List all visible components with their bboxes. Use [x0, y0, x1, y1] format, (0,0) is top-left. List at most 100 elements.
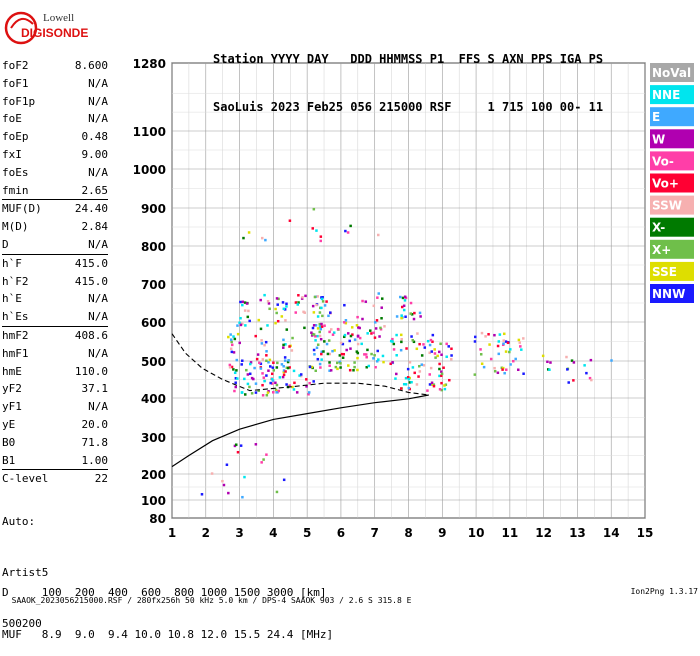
echo-point	[312, 311, 316, 314]
legend-label: NNW	[652, 287, 685, 301]
echo-point	[280, 363, 284, 366]
echo-point	[285, 366, 289, 370]
echo-point	[227, 335, 230, 339]
legend-swatch	[650, 173, 694, 193]
legend-swatch	[650, 129, 694, 149]
param-value: N/A	[88, 76, 108, 90]
x-tick-label: 14	[603, 526, 620, 540]
echo-point	[566, 368, 569, 371]
echo-point	[323, 304, 327, 307]
echo-point	[320, 350, 323, 354]
echo-point	[248, 372, 252, 376]
echo-point	[376, 296, 379, 299]
echo-point	[420, 363, 424, 366]
echo-point	[319, 239, 322, 243]
echo-point	[293, 381, 296, 385]
echo-point	[267, 360, 270, 364]
echo-point	[244, 324, 247, 327]
echo-point	[367, 364, 371, 368]
param-row: foF2 8.600	[2, 57, 108, 75]
param-value: N/A	[88, 94, 108, 108]
param-value: 22	[94, 472, 108, 486]
param-row: fmin 2.65	[2, 182, 108, 201]
echo-point	[360, 342, 363, 346]
echo-point	[548, 368, 551, 372]
echo-point	[287, 359, 290, 362]
param-value: N/A	[88, 237, 108, 251]
echo-point	[275, 490, 279, 494]
echo-point	[583, 364, 586, 367]
grid-lines	[171, 62, 646, 519]
echo-point	[352, 369, 355, 372]
echo-point	[255, 357, 259, 361]
echo-point	[329, 369, 333, 372]
echo-point	[404, 315, 407, 318]
echo-point	[239, 323, 243, 327]
echo-point	[276, 319, 280, 323]
echo-point	[282, 307, 286, 311]
echo-point	[399, 387, 403, 390]
legend-swatch	[650, 63, 694, 82]
param-key: fmin	[2, 183, 29, 197]
echo-point	[372, 331, 375, 335]
echo-point	[246, 382, 250, 386]
echo-point	[340, 352, 344, 356]
echo-point	[450, 347, 453, 350]
echo-point	[267, 390, 270, 393]
echo-point	[321, 314, 324, 318]
echo-point	[328, 369, 331, 372]
echo-point	[356, 368, 359, 372]
echo-point	[267, 302, 271, 305]
echo-point	[380, 306, 383, 309]
y-tick-label: 1100	[133, 125, 166, 139]
echo-point	[413, 371, 416, 375]
echo-point	[241, 300, 245, 304]
echo-point	[227, 491, 230, 495]
echo-point	[428, 383, 432, 386]
echo-point	[259, 367, 263, 370]
echo-point	[381, 297, 384, 300]
param-key: foF2	[2, 59, 29, 72]
echo-point	[239, 316, 242, 320]
param-value: 8.600	[74, 59, 108, 72]
echo-point	[356, 334, 360, 338]
echo-point	[254, 443, 258, 446]
echo-point	[320, 325, 324, 328]
echo-point	[410, 380, 413, 384]
echo-point	[233, 444, 237, 448]
echo-point	[342, 352, 346, 356]
echo-point	[567, 381, 570, 384]
echo-point	[233, 371, 237, 375]
echo-point	[430, 381, 434, 385]
echo-point	[448, 378, 451, 382]
echo-point	[339, 362, 342, 365]
echo-point	[283, 308, 287, 311]
echo-point	[261, 358, 265, 361]
echo-point	[411, 338, 415, 342]
echo-point	[438, 374, 441, 378]
echo-point	[517, 368, 520, 372]
echo-point	[328, 361, 331, 364]
echo-point	[436, 354, 439, 358]
y-tick-label: 1280	[133, 57, 166, 71]
param-value: N/A	[88, 346, 108, 360]
echo-point	[395, 315, 399, 318]
echo-point	[382, 360, 385, 364]
param-value: 2.84	[81, 220, 109, 234]
echo-point	[344, 319, 348, 322]
echo-point	[479, 353, 483, 356]
echo-point	[415, 383, 419, 386]
echo-point	[391, 340, 394, 343]
echo-point	[285, 383, 288, 386]
echo-point	[509, 348, 512, 351]
echo-point	[391, 361, 394, 364]
echo-point	[429, 338, 433, 342]
echo-point	[589, 358, 593, 362]
echo-point	[233, 337, 237, 341]
echo-point	[267, 369, 270, 372]
param-row: yF1 N/A	[2, 398, 108, 416]
echo-point	[519, 345, 522, 348]
echo-point	[286, 366, 290, 370]
echo-point	[338, 360, 342, 364]
x-tick-label: 11	[502, 526, 519, 540]
